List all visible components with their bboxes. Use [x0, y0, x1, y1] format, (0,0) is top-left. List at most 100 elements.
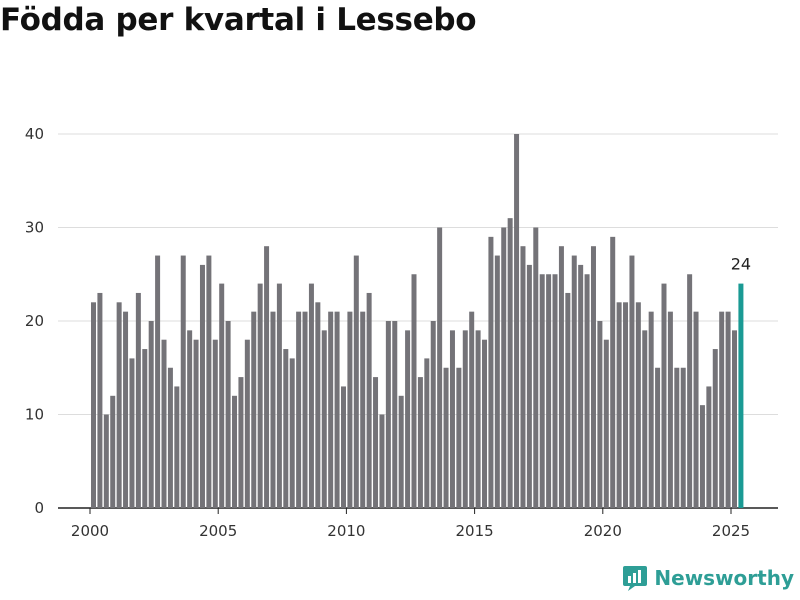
y-tick-label: 10 — [25, 406, 44, 424]
bar-2018-q3 — [565, 292, 571, 508]
bar-2006-q3 — [257, 283, 263, 508]
bar-2024-q3 — [719, 311, 725, 508]
brand-name: Newsworthy — [654, 566, 794, 590]
bar-2021-q2 — [635, 302, 641, 508]
bar-2002-q4 — [161, 339, 167, 508]
bar-2024-q2 — [712, 349, 718, 508]
bar-2013-q3 — [437, 227, 443, 508]
bar-2022-q1 — [655, 367, 661, 508]
bar-2008-q2 — [302, 311, 308, 508]
x-tick-label: 2010 — [327, 522, 365, 540]
bar-2017-q1 — [526, 264, 532, 508]
bar-2023-q2 — [687, 274, 693, 508]
bar-2003-q2 — [174, 386, 180, 508]
data-labels: 24 — [731, 255, 751, 274]
bar-2002-q3 — [155, 255, 161, 508]
bar-2013-q2 — [430, 321, 436, 508]
bar-2008-q1 — [296, 311, 302, 508]
bar-2000-q3 — [103, 414, 109, 508]
bar-2021-q3 — [642, 330, 648, 508]
bar-2010-q3 — [360, 311, 366, 508]
bars — [91, 134, 744, 508]
bar-2003-q4 — [187, 330, 193, 508]
bar-2004-q4 — [212, 339, 218, 508]
y-tick-label: 40 — [25, 125, 44, 143]
bar-2023-q1 — [680, 367, 686, 508]
bar-2002-q1 — [142, 349, 148, 508]
bar-2022-q3 — [667, 311, 673, 508]
bar-2004-q1 — [193, 339, 199, 508]
bar-2013-q1 — [424, 358, 430, 508]
bar-2021-q1 — [629, 255, 635, 508]
bar-2012-q1 — [398, 395, 404, 508]
bar-2018-q4 — [571, 255, 577, 508]
bar-2019-q1 — [578, 264, 584, 508]
bar-2024-q4 — [725, 311, 731, 508]
bar-2018-q1 — [552, 274, 558, 508]
bar-2005-q2 — [225, 321, 231, 508]
bar-2012-q2 — [405, 330, 411, 508]
data-label: 24 — [731, 255, 751, 274]
bar-2020-q3 — [616, 302, 622, 508]
bar-2005-q3 — [232, 395, 238, 508]
bar-2010-q2 — [353, 255, 359, 508]
y-tick-label: 20 — [25, 312, 44, 330]
bar-2017-q4 — [546, 274, 552, 508]
y-axis-ticks: 0 10 20 30 40 — [25, 125, 44, 517]
bar-2016-q4 — [520, 246, 526, 508]
bar-2004-q2 — [199, 264, 205, 508]
bar-2016-q1 — [501, 227, 507, 508]
newsworthy-logo-icon — [623, 566, 648, 591]
bar-2003-q3 — [180, 255, 186, 508]
bar-2001-q2 — [123, 311, 129, 508]
bar-2015-q4 — [494, 255, 500, 508]
bar-2007-q3 — [283, 349, 289, 508]
bar-2000-q2 — [97, 292, 103, 508]
bar-2011-q3 — [385, 321, 391, 508]
bar-2000-q4 — [110, 395, 116, 508]
bar-2009-q2 — [328, 311, 334, 508]
bar-2023-q3 — [693, 311, 699, 508]
bar-2003-q1 — [167, 367, 173, 508]
bar-2019-q2 — [584, 274, 590, 508]
bar-2014-q3 — [462, 330, 468, 508]
bar-2014-q4 — [469, 311, 475, 508]
bar-2002-q2 — [148, 321, 154, 508]
bar-2025-q2 — [738, 283, 744, 508]
x-tick-label: 2025 — [712, 522, 750, 540]
bar-2025-q1 — [732, 330, 737, 508]
chart-title: Födda per kvartal i Lessebo — [0, 2, 477, 38]
bar-2008-q3 — [308, 283, 314, 508]
bar-2016-q2 — [507, 218, 513, 508]
bar-2020-q1 — [603, 339, 609, 508]
bar-2004-q3 — [206, 255, 212, 508]
bar-2020-q2 — [610, 236, 616, 508]
y-tick-label: 0 — [34, 499, 44, 517]
bar-2006-q4 — [264, 246, 270, 508]
x-axis-ticks: 2000 2005 2010 2015 2020 2025 — [71, 508, 750, 540]
bar-2005-q1 — [219, 283, 225, 508]
bar-2017-q2 — [533, 227, 539, 508]
bar-2020-q4 — [623, 302, 629, 508]
bar-2007-q4 — [289, 358, 295, 508]
bar-2001-q1 — [116, 302, 122, 508]
bar-2014-q2 — [456, 367, 462, 508]
bar-2022-q4 — [674, 367, 680, 508]
bar-2018-q2 — [558, 246, 564, 508]
bar-2013-q4 — [443, 367, 449, 508]
bar-2009-q3 — [334, 311, 340, 508]
bar-2011-q4 — [392, 321, 398, 508]
bar-2005-q4 — [238, 377, 244, 508]
bar-2007-q1 — [270, 311, 276, 508]
y-tick-label: 30 — [25, 219, 44, 237]
x-tick-label: 2015 — [456, 522, 494, 540]
bar-2022-q2 — [661, 283, 667, 508]
bar-2001-q3 — [129, 358, 135, 508]
bar-2017-q3 — [539, 274, 545, 508]
bar-2015-q3 — [488, 236, 494, 508]
bar-2001-q4 — [135, 292, 141, 508]
bar-2012-q3 — [411, 274, 417, 508]
bar-2021-q4 — [648, 311, 654, 508]
bar-2023-q4 — [699, 405, 705, 508]
